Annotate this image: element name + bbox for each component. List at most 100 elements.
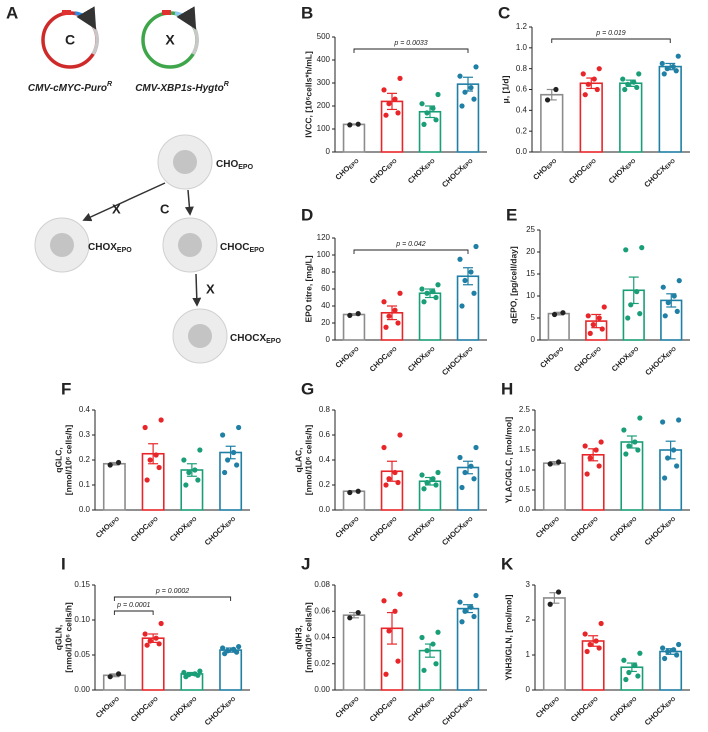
y-tick-label: 1.0 xyxy=(516,43,528,52)
data-point xyxy=(594,86,600,93)
data-point xyxy=(457,599,463,605)
x-tick-label: CHOCXEPO xyxy=(440,693,475,728)
y-tick-label: 0.0 xyxy=(516,147,528,156)
y-axis-label: EPO titre, [mg/L] xyxy=(303,255,313,322)
y-tick-label: 0.08 xyxy=(314,580,330,589)
data-point xyxy=(593,447,599,453)
data-point xyxy=(433,661,439,667)
category-sub: EPO xyxy=(225,696,238,709)
data-point xyxy=(664,66,670,72)
data-point xyxy=(637,311,643,317)
data-point xyxy=(598,439,604,445)
data-point xyxy=(147,638,153,644)
panel-letter: D xyxy=(301,205,313,224)
data-point xyxy=(660,645,666,651)
data-point xyxy=(623,247,629,253)
data-point xyxy=(459,303,465,309)
panel-letter: H xyxy=(501,379,513,398)
data-point xyxy=(144,477,150,483)
plasmid-name: CMV-cMYC-Puro xyxy=(28,83,107,94)
category-sub: EPO xyxy=(348,696,361,709)
data-point xyxy=(671,647,677,653)
data-point xyxy=(676,641,682,648)
y-tick-label: 20 xyxy=(526,247,535,256)
x-tick-label: CHOCXEPO xyxy=(440,343,475,378)
category-sub: EPO xyxy=(186,696,199,709)
data-point xyxy=(676,417,682,423)
data-point xyxy=(156,464,162,471)
data-point xyxy=(225,457,231,463)
category-sub: EPO xyxy=(424,696,437,709)
bar xyxy=(219,649,243,691)
data-point xyxy=(662,475,668,481)
bar xyxy=(342,614,366,691)
data-point xyxy=(144,642,150,648)
y-axis-label: [nmol/10⁶ cells/h] xyxy=(63,425,73,496)
data-point xyxy=(661,71,667,77)
data-point xyxy=(621,657,627,663)
x-tick-label: CHOCXEPO xyxy=(643,693,678,728)
panel-letter: F xyxy=(61,379,71,398)
panel-letter: E xyxy=(506,205,517,224)
y-tick-label: 500 xyxy=(317,32,331,41)
y-tick-label: 1.5 xyxy=(519,445,531,454)
y-tick-label: 25 xyxy=(526,225,535,234)
data-point xyxy=(419,286,425,292)
data-point xyxy=(186,672,192,678)
data-point xyxy=(547,601,553,607)
data-point xyxy=(419,634,425,641)
data-point xyxy=(598,620,604,627)
plasmid-label: CMV-XBP1s-HygtoR xyxy=(135,81,229,94)
category-sub: EPO xyxy=(665,158,678,171)
data-point xyxy=(671,293,677,299)
data-point xyxy=(632,439,638,445)
x-tick-label: CHOCEPO xyxy=(368,155,400,187)
data-point xyxy=(395,320,401,326)
category-sub: EPO xyxy=(546,158,559,171)
data-point xyxy=(153,635,159,641)
x-tick-label: CHOCXEPO xyxy=(642,155,677,190)
data-point xyxy=(634,84,640,91)
data-point xyxy=(623,451,629,457)
data-point xyxy=(397,432,403,438)
significance-bracket xyxy=(113,596,232,601)
category-sub: EPO xyxy=(553,346,566,359)
data-point xyxy=(596,645,602,651)
data-point xyxy=(639,245,645,251)
y-tick-label: 1 xyxy=(526,650,531,659)
node-name: CHO xyxy=(216,159,238,170)
data-point xyxy=(381,598,387,604)
category-sub: EPO xyxy=(462,516,475,529)
data-point xyxy=(397,290,403,296)
panel-letter: J xyxy=(301,554,310,573)
data-point xyxy=(381,299,387,305)
cell xyxy=(172,308,228,364)
bar xyxy=(542,462,566,511)
category-sub: EPO xyxy=(588,516,601,529)
category-sub: EPO xyxy=(109,696,122,709)
x-tick-label: CHOEPO xyxy=(333,693,361,721)
data-point xyxy=(665,648,671,655)
error-bar xyxy=(463,267,473,286)
y-tick-label: 0.6 xyxy=(516,85,528,94)
cell xyxy=(162,217,218,273)
data-point xyxy=(673,68,679,74)
bar xyxy=(581,453,605,511)
node-label: CHOEPO xyxy=(216,159,254,171)
y-tick-label: 15 xyxy=(526,269,535,278)
category-sub: EPO xyxy=(626,516,639,529)
bar xyxy=(547,312,570,341)
x-tick-label: CHOCXEPO xyxy=(643,513,678,548)
panel-letter: A xyxy=(6,3,18,22)
category-sub: EPO xyxy=(586,158,599,171)
data-point xyxy=(234,462,240,468)
data-point xyxy=(587,641,593,648)
y-axis-label: IVCC, [10⁶cells*h/mL] xyxy=(303,51,313,138)
chart: H YLAC/GLC, [mol/mol] 0.0 0.5 1.0 1.5 2.0 2.5 CH… xyxy=(501,379,690,548)
data-point xyxy=(626,669,632,676)
x-tick-label: CHOXEPO xyxy=(608,693,639,724)
data-point xyxy=(430,476,436,482)
node-name: CHOX xyxy=(88,242,117,253)
data-point xyxy=(383,112,389,118)
